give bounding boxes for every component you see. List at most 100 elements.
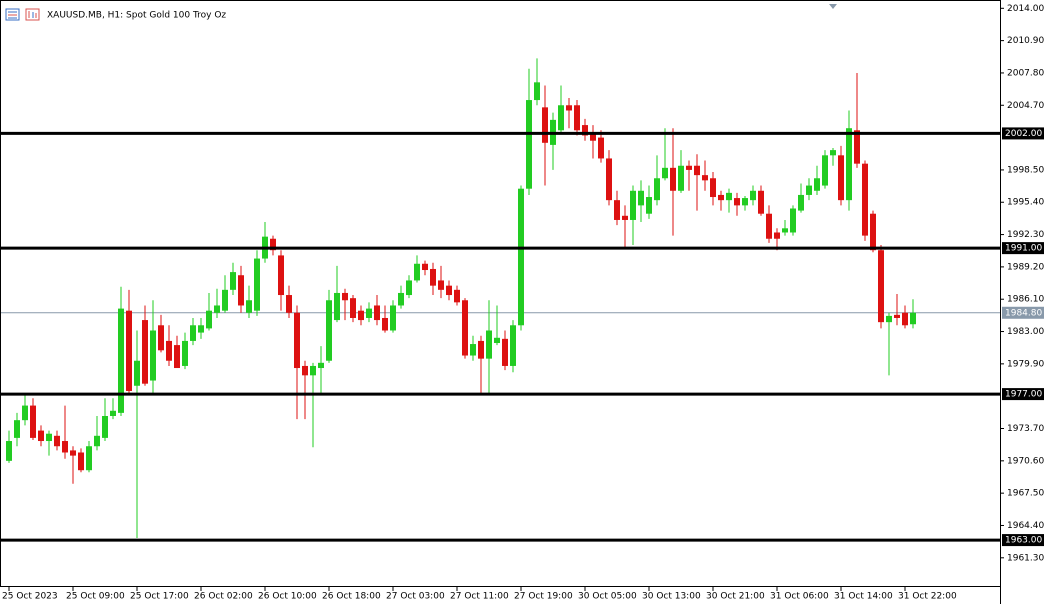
candle-body [750,190,756,201]
shift-marker [829,4,837,9]
x-tick-label: 26 Oct 02:00 [194,592,253,602]
x-tick-label: 31 Oct 14:00 [834,592,893,602]
candle-body [358,310,364,321]
candle-body [150,330,156,381]
candle-body [70,450,76,456]
candle-body [446,285,452,296]
candle-body [542,107,548,143]
candle-body [846,128,852,201]
candle-body [782,228,788,233]
candle-body [598,137,604,159]
y-tick-label: 1998.50 [1007,165,1044,175]
candle-body [630,190,636,220]
candle-body [862,163,868,236]
candle-body [214,305,220,313]
candle-body [198,325,204,333]
candle-body [14,420,20,438]
candle-body [222,289,228,311]
candle-body [142,320,148,384]
level-label: 1963.00 [1005,536,1042,546]
plot-frame [0,0,1001,587]
candle-body [398,292,404,306]
candle-body [134,360,140,386]
x-tick-label: 31 Oct 22:00 [898,592,957,602]
candle-body [182,340,188,366]
candle-body [606,158,612,201]
y-tick-label: 1970.60 [1007,456,1044,466]
icon [5,8,20,21]
y-tick-label: 1986.10 [1007,295,1044,305]
candle-body [302,365,308,376]
candle-body [526,100,532,189]
candle-body [894,314,900,318]
candle-body [78,452,84,471]
candle-body [374,305,380,321]
candle-body [350,298,356,318]
chart-title: XAUUSD.MB, H1: Spot Gold 100 Troy Oz [47,11,226,21]
candle-body [574,105,580,131]
candle-body [270,238,276,251]
candle-body [230,272,236,290]
candle-body [510,325,516,366]
x-tick-label: 25 Oct 09:00 [66,592,125,602]
x-tick-label: 27 Oct 03:00 [386,592,445,602]
candle-body [102,415,108,438]
candle-body [54,435,60,447]
candle-body [6,441,12,461]
candle-body [110,410,116,416]
candle-body [902,312,908,326]
candle-body [590,133,596,141]
candle-body [30,405,36,438]
candle-body [278,255,284,296]
candle-body [94,435,100,447]
candle-body [62,441,68,453]
y-tick-label: 2004.70 [1007,101,1044,111]
candle-body [702,175,708,181]
candle-body [710,178,716,198]
x-tick-label: 25 Oct 17:00 [130,592,189,602]
candle-body [334,292,340,321]
candle-body [430,268,436,286]
candle-body [798,194,804,211]
candle-body [326,300,332,361]
x-tick-label: 26 Oct 18:00 [322,592,381,602]
level-label: 1991.00 [1005,244,1042,254]
candle-body [582,125,588,136]
y-tick-label: 1983.00 [1007,327,1044,337]
candle-body [254,258,260,311]
candle-body [494,337,500,344]
price-label: 1984.80 [1005,308,1042,318]
level-box [1002,534,1044,547]
candle-body [166,340,172,361]
level-label: 1977.00 [1005,390,1042,400]
candle-body [478,340,484,359]
candle-body [758,190,764,214]
candle-body [766,213,772,239]
candle-body [878,250,884,323]
x-tick-label: 30 Oct 13:00 [642,592,701,602]
candle-body [622,215,628,220]
candle-body [438,280,444,290]
candle-body [38,430,44,442]
y-tick-label: 1967.50 [1007,489,1044,499]
candle-body [46,433,52,442]
candle-body [158,325,164,351]
candle-body [790,208,796,233]
candle-body [870,213,876,251]
icon [25,8,40,21]
candle-body [646,197,652,214]
candle-body [22,405,28,421]
y-tick-label: 1979.90 [1007,359,1044,369]
y-tick-label: 1989.20 [1007,262,1044,272]
candle-body [662,167,668,179]
candle-body [886,315,892,323]
candle-body [190,325,196,341]
y-tick-label: 2007.80 [1007,68,1044,78]
y-tick-label: 1973.70 [1007,424,1044,434]
candle-body [294,312,300,369]
x-tick-label: 30 Oct 21:00 [706,592,765,602]
candle-body [382,317,388,331]
candle-body [406,280,412,296]
